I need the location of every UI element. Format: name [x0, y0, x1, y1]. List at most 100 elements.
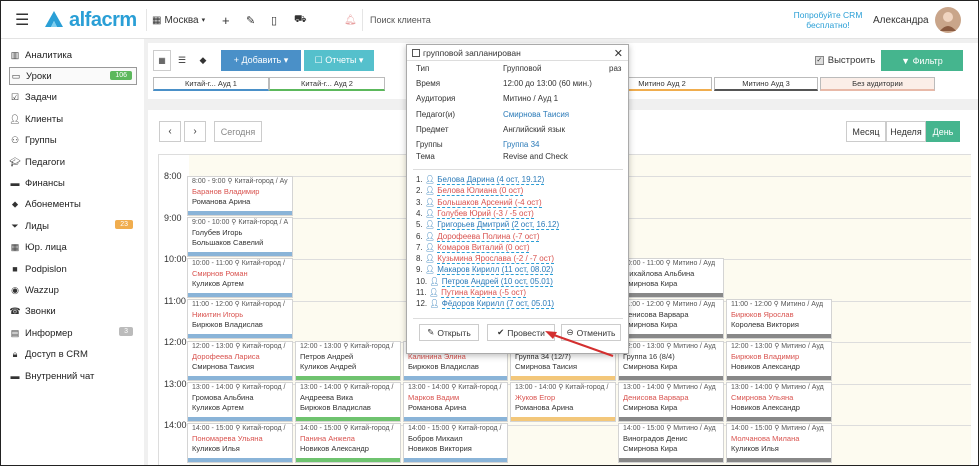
lesson-card[interactable]: 14:00 - 15:00 ⚲ Митино / Ауд Виноградов Д…	[618, 423, 724, 463]
lesson-card[interactable]: 14:00 - 15:00 ⚲ Китай-город / Бобров Миха…	[403, 423, 508, 463]
add-button[interactable]: + Добавить ▾	[221, 50, 301, 71]
lesson-student: Баранов Владимир	[192, 187, 260, 196]
conduct-button[interactable]: ✔ Провести	[487, 324, 555, 341]
student-item[interactable]: 6. 👤︎ Дорофеева Полина (-7 ост)	[416, 231, 540, 242]
lesson-card[interactable]: 13:00 - 14:00 ⚲ Китай-город / Марков Вади…	[403, 382, 508, 422]
time-label: 10:00	[164, 254, 187, 264]
time-label: 9:00	[164, 212, 182, 223]
promo-link[interactable]: Попробуйте CRM бесплатно!	[793, 10, 863, 30]
lesson-card[interactable]: 11:00 - 12:00 ⚲ Митино / Ауд Денисова Вар…	[618, 299, 724, 339]
sidebar-item-4[interactable]: ⚇ Группы	[9, 132, 137, 150]
lesson-card[interactable]: 12:00 - 13:00 ⚲ Китай-город / Петров Андр…	[295, 341, 401, 381]
lesson-time: 14:00 - 15:00 ⚲ Китай-город /	[192, 425, 286, 432]
reports-button[interactable]: ☐ Отчеты ▾	[304, 50, 374, 71]
sidebar-item-label: Информер	[25, 327, 73, 339]
city-selector[interactable]: ▦ Москва ▾	[152, 14, 206, 26]
student-item[interactable]: 10. 👤︎ Петров Андрей (10 ост, 05.01)	[416, 276, 553, 287]
student-item[interactable]: 12. 👤︎ Фёдоров Кирилл (7 ост, 05.01)	[416, 299, 555, 310]
sidebar-item-12[interactable]: ☎ Звонки	[9, 303, 137, 321]
plus-icon[interactable]: +	[222, 12, 230, 28]
student-item[interactable]: 4. 👤︎ Голубев Юрий (-3 / -5 ост)	[416, 208, 534, 219]
lesson-card[interactable]: 13:00 - 14:00 ⚲ Митино / Ауд Денисова Вар…	[618, 382, 724, 422]
wrench-icon[interactable]: ✎	[246, 14, 256, 27]
student-item[interactable]: 7. 👤︎ Комаров Виталий (0 ост)	[416, 242, 530, 253]
lesson-card[interactable]: 14:00 - 15:00 ⚲ Митино / Ауд Молчанова Ми…	[726, 423, 832, 463]
align-checkbox[interactable]: ✓ Выстроить	[811, 50, 879, 71]
lesson-time: 14:00 - 15:00 ⚲ Митино / Ауд	[623, 425, 716, 432]
room-tab-2[interactable]: Митино Ауд 2	[612, 77, 712, 91]
lesson-card[interactable]: 9:00 - 10:00 ⚲ Китай-город / А Голубев Иг…	[187, 217, 293, 257]
lesson-card[interactable]: 11:00 - 12:00 ⚲ Китай-город / Никитин Иго…	[187, 299, 293, 339]
lesson-card[interactable]: 12:00 - 13:00 ⚲ Митино / Ауд Бирюков Влад…	[726, 341, 832, 381]
lesson-time: 10:00 - 11:00 ⚲ Митино / Ауд	[623, 260, 716, 267]
lesson-card[interactable]: 14:00 - 15:00 ⚲ Китай-город / Пономарева …	[187, 423, 293, 463]
student-item[interactable]: 11. 👤︎ Путина Карина (-5 ост)	[416, 288, 527, 298]
next-button[interactable]: ›	[184, 121, 206, 142]
prev-button[interactable]: ‹	[159, 121, 181, 142]
user-name[interactable]: Александра	[873, 14, 929, 26]
day-button[interactable]: День	[926, 121, 960, 142]
cancel-button[interactable]: ⊖ Отменить	[561, 324, 621, 341]
student-item[interactable]: 5. 👤︎ Григорьев Дмитрий (2 ост, 16.12)	[416, 220, 560, 231]
room-tab-0[interactable]: Китай-г... Ауд 1	[153, 77, 269, 91]
lesson-card[interactable]: 13:00 - 14:00 ⚲ Китай-город / Андреева Ви…	[295, 382, 401, 422]
calendar-view-button[interactable]: ▦	[153, 50, 171, 71]
week-button[interactable]: Неделя	[886, 121, 926, 142]
lesson-time: 10:00 - 11:00 ⚲ Китай-город /	[192, 260, 285, 267]
lesson-teacher: Новиков Александр	[300, 444, 369, 453]
sidebar-item-9[interactable]: ▦ Юр. лица	[9, 239, 137, 257]
sidebar-item-15[interactable]: ▬ Внутренний чат	[9, 367, 137, 385]
avatar[interactable]	[935, 1, 961, 39]
sidebar-item-11[interactable]: ◉ Wazzup	[9, 281, 137, 299]
open-button[interactable]: ✎ Открыть	[419, 324, 479, 341]
lesson-card[interactable]: 8:00 - 9:00 ⚲ Китай-город / Ау Баранов Вл…	[187, 176, 293, 216]
user-icon: 👤︎	[427, 276, 442, 286]
bell-icon[interactable]: 🔔︎	[344, 14, 357, 26]
sidebar-item-3[interactable]: 👤︎ Клиенты	[9, 110, 137, 128]
today-button[interactable]: Сегодня	[214, 121, 262, 142]
lesson-card[interactable]: 13:00 - 14:00 ⚲ Китай-город / Жуков Егор Р…	[510, 382, 616, 422]
student-item[interactable]: 9. 👤︎ Макаров Кирилл (11 ост, 08.02)	[416, 265, 554, 276]
student-item[interactable]: 8. 👤︎ Кузьмина Ярослава (-2 / -7 ост)	[416, 254, 555, 265]
layers-view-button[interactable]: ◆	[194, 50, 212, 71]
lesson-card[interactable]: 12:00 - 13:00 ⚲ Митино / Ауд Группа 16 (8…	[618, 341, 724, 381]
sidebar-item-0[interactable]: ▥ Аналитика	[9, 46, 137, 64]
cart-icon[interactable]: ⛟	[294, 13, 307, 25]
menu-icon[interactable]: ☰	[15, 12, 30, 29]
sidebar-item-6[interactable]: ▬ Финансы	[9, 174, 137, 192]
sidebar-item-5[interactable]: 🎓︎ Педагоги	[9, 153, 137, 171]
mobile-icon[interactable]: ▯	[271, 14, 278, 27]
lesson-card[interactable]: 10:00 - 11:00 ⚲ Митино / Ауд Михайлова Ал…	[618, 258, 724, 298]
lesson-teacher: Смирнова Кира	[623, 403, 678, 412]
book-icon: ▭	[11, 70, 21, 81]
sidebar-item-7[interactable]: ⬥ Абонементы	[9, 196, 137, 214]
close-icon[interactable]: ✕	[613, 48, 623, 60]
lesson-time: 12:00 - 13:00 ⚲ Митино / Ауд	[731, 343, 824, 350]
logo[interactable]: alfacrm	[43, 1, 137, 39]
sidebar-item-1[interactable]: ▭ Уроки 106	[9, 67, 137, 86]
student-item[interactable]: 2. 👤︎ Белова Юлиана (0 ост)	[416, 186, 524, 197]
filter-button[interactable]: ▼ Фильтр	[881, 50, 963, 71]
sidebar-item-2[interactable]: ☑ Задачи	[9, 89, 137, 107]
lesson-card[interactable]: 14:00 - 15:00 ⚲ Китай-город / Панина Анже…	[295, 423, 401, 463]
month-button[interactable]: Месяц	[846, 121, 886, 142]
user-icon: 👤︎	[422, 242, 438, 252]
lesson-card[interactable]: 13:00 - 14:00 ⚲ Митино / Ауд Смирнова Уль…	[726, 382, 832, 422]
lesson-card[interactable]: 13:00 - 14:00 ⚲ Китай-город / Громова Аль…	[187, 382, 293, 422]
sidebar-item-13[interactable]: ▤ Информер 3	[9, 324, 137, 342]
sidebar-item-label: Лиды	[25, 220, 49, 232]
search-input[interactable]: Поиск клиента	[370, 15, 431, 25]
room-tab-3[interactable]: Митино Ауд 3	[714, 77, 818, 91]
lesson-card[interactable]: 10:00 - 11:00 ⚲ Китай-город / Смирнов Ром…	[187, 258, 293, 298]
room-tab-4[interactable]: Без аудитории	[820, 77, 935, 91]
room-tab-1[interactable]: Китай-г... Ауд 2	[269, 77, 385, 91]
sidebar-item-14[interactable]: 🔒︎ Доступ в CRM	[9, 346, 137, 364]
lesson-card[interactable]: 12:00 - 13:00 ⚲ Китай-город / Дорофеева Л…	[187, 341, 293, 381]
lesson-card[interactable]: 11:00 - 12:00 ⚲ Митино / Ауд Бирюков Ярос…	[726, 299, 832, 339]
sidebar-item-8[interactable]: ⏷ Лиды 23	[9, 217, 137, 235]
student-item[interactable]: 1. 👤︎ Белова Дарина (4 ост, 19.12)	[416, 175, 545, 185]
student-item[interactable]: 3. 👤︎ Большаков Арсений (-4 ост)	[416, 197, 542, 208]
sidebar-item-10[interactable]: ■ Podpislon	[9, 260, 137, 278]
list-view-button[interactable]: ☰	[173, 50, 191, 71]
time-label: 12:00	[164, 337, 187, 347]
